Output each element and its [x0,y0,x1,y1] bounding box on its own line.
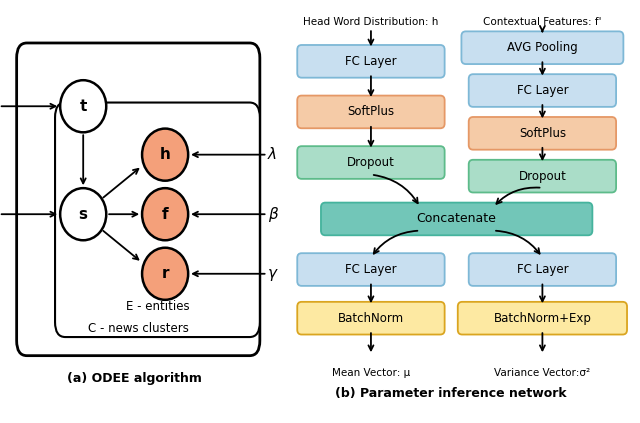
Text: Dropout: Dropout [518,170,566,183]
Text: γ: γ [268,266,277,281]
FancyBboxPatch shape [321,203,593,235]
Text: AVG Pooling: AVG Pooling [507,41,578,54]
FancyBboxPatch shape [461,31,623,64]
Text: BatchNorm: BatchNorm [338,312,404,325]
Text: C - news clusters: C - news clusters [88,322,189,335]
Text: f: f [162,207,168,222]
FancyBboxPatch shape [297,146,445,179]
FancyBboxPatch shape [297,45,445,78]
Ellipse shape [60,188,106,240]
Text: (b) Parameter inference network: (b) Parameter inference network [335,387,567,400]
Text: λ: λ [268,147,277,162]
Text: Dropout: Dropout [347,156,395,169]
Ellipse shape [60,80,106,132]
Text: FC Layer: FC Layer [516,263,568,276]
Text: SoftPlus: SoftPlus [348,105,394,118]
Text: BatchNorm+Exp: BatchNorm+Exp [493,312,591,325]
Text: Mean Vector: μ: Mean Vector: μ [332,368,410,378]
FancyBboxPatch shape [468,160,616,192]
FancyBboxPatch shape [468,253,616,286]
Text: h: h [160,147,170,162]
Ellipse shape [142,248,188,300]
FancyBboxPatch shape [297,96,445,128]
Ellipse shape [142,188,188,240]
Text: FC Layer: FC Layer [345,55,397,68]
FancyBboxPatch shape [468,117,616,150]
Text: (a) ODEE algorithm: (a) ODEE algorithm [67,372,202,385]
FancyBboxPatch shape [458,302,627,335]
FancyBboxPatch shape [468,74,616,107]
Text: s: s [79,207,88,222]
Text: FC Layer: FC Layer [516,84,568,97]
Text: FC Layer: FC Layer [345,263,397,276]
Text: t: t [79,99,87,114]
Text: Variance Vector:σ²: Variance Vector:σ² [494,368,591,378]
FancyBboxPatch shape [17,43,260,356]
Text: Head Word Distribution: h: Head Word Distribution: h [303,17,438,27]
Text: SoftPlus: SoftPlus [519,127,566,140]
Ellipse shape [142,129,188,181]
Text: Concatenate: Concatenate [417,212,497,225]
Text: Contextual Features: f': Contextual Features: f' [483,17,602,27]
FancyBboxPatch shape [297,253,445,286]
Text: E - entities: E - entities [125,300,189,313]
FancyBboxPatch shape [297,302,445,335]
Text: β: β [268,207,278,222]
Text: r: r [161,266,169,281]
FancyBboxPatch shape [55,102,260,337]
